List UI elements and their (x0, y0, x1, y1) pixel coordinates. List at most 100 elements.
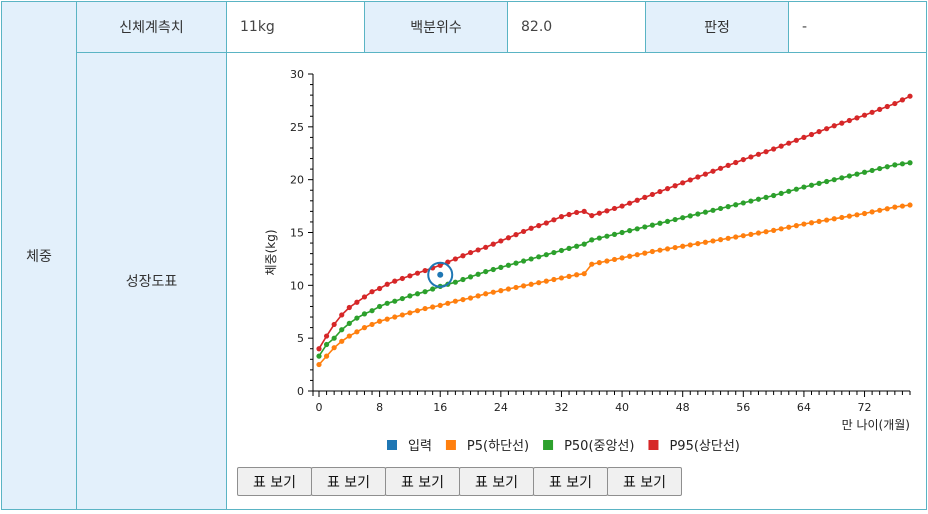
series-point (346, 320, 352, 326)
view-table-button-4[interactable]: 표 보기 (459, 467, 534, 496)
series-point (414, 308, 421, 314)
series-point (892, 162, 898, 168)
series-point (755, 230, 762, 236)
series-point (702, 171, 709, 177)
series-point (354, 329, 360, 335)
growth-chart-label: 성장도표 (76, 52, 227, 510)
series-point (869, 209, 875, 215)
series-point (589, 261, 595, 267)
series-point (430, 304, 436, 310)
series-point (581, 208, 587, 214)
series-point (687, 242, 693, 248)
series-point (695, 211, 701, 217)
series-point (861, 210, 868, 217)
x-tick-label: 40 (615, 401, 629, 414)
series-point (763, 229, 769, 235)
series-point (634, 252, 640, 258)
view-table-button-5[interactable]: 표 보기 (533, 467, 608, 496)
series-point (566, 211, 572, 218)
series-point (778, 190, 784, 197)
x-tick-label: 0 (316, 401, 323, 414)
series-point (831, 216, 837, 222)
series-point (664, 186, 671, 192)
view-table-button-1[interactable]: 표 보기 (237, 467, 312, 496)
series-point (717, 165, 724, 171)
series-point (649, 248, 655, 255)
series-point (445, 300, 451, 306)
view-table-button-2[interactable]: 표 보기 (311, 467, 386, 496)
series-point (664, 246, 671, 252)
series-point (574, 272, 580, 278)
series-point (354, 315, 360, 321)
series-point (331, 321, 337, 328)
series-point (346, 304, 352, 311)
input-point-marker (437, 271, 444, 278)
series-point (702, 239, 709, 245)
series-point (377, 285, 383, 292)
series-point (657, 247, 663, 253)
series-point (361, 325, 368, 331)
series-point (634, 197, 640, 203)
series-point (528, 256, 534, 262)
series-point (680, 180, 686, 186)
series-point (816, 218, 822, 225)
series-point (801, 134, 807, 140)
series-point (695, 240, 701, 247)
view-table-button-3[interactable]: 표 보기 (385, 467, 460, 496)
series-point (657, 220, 663, 226)
series-point (649, 222, 655, 228)
series-point (369, 289, 375, 295)
series-2 (316, 160, 913, 359)
series-point (801, 221, 807, 227)
series-point (452, 298, 458, 304)
legend-label: P50(중앙선) (564, 439, 634, 454)
series-point (339, 327, 345, 333)
series-point (854, 115, 860, 121)
series-point (816, 128, 822, 135)
x-tick-label: 64 (797, 401, 811, 414)
series-point (710, 168, 716, 174)
series-point (899, 97, 906, 103)
series-point (339, 312, 345, 318)
series-point (824, 217, 830, 223)
series-point (793, 223, 799, 229)
series-point (407, 310, 413, 316)
legend-label: P95(상단선) (669, 439, 739, 454)
series-point (361, 294, 368, 300)
series-point (392, 298, 398, 304)
series-point (619, 229, 625, 236)
view-table-button-6[interactable]: 표 보기 (607, 467, 682, 496)
series-point (384, 281, 390, 287)
series-point (793, 186, 799, 192)
series-point (475, 271, 481, 277)
series-point (323, 341, 330, 348)
series-point (680, 243, 686, 249)
series-point (763, 149, 769, 155)
series-point (884, 206, 890, 212)
series-point (520, 228, 527, 235)
input-point-ring (427, 261, 454, 288)
series-point (520, 258, 527, 264)
series-point (748, 231, 754, 237)
series-point (505, 262, 512, 268)
series-point (377, 318, 383, 324)
series-point (786, 224, 792, 230)
series-point (808, 182, 815, 188)
series-point (316, 353, 322, 359)
series-point (399, 275, 405, 282)
series-point (907, 160, 913, 166)
table-button-row: 표 보기 표 보기 표 보기 표 보기 표 보기 표 보기 (237, 467, 682, 496)
series-point (536, 223, 542, 229)
series-point (884, 103, 890, 110)
series-point (740, 200, 746, 206)
series-point (399, 295, 405, 302)
series-point (543, 278, 549, 284)
series-point (627, 253, 633, 259)
series-point (596, 210, 602, 216)
series-point (528, 225, 534, 231)
series-point (407, 293, 413, 299)
series-point (725, 235, 731, 241)
x-tick-label: 16 (433, 401, 447, 414)
series-point (513, 232, 519, 238)
row-label-weight: 체중 (1, 1, 77, 510)
